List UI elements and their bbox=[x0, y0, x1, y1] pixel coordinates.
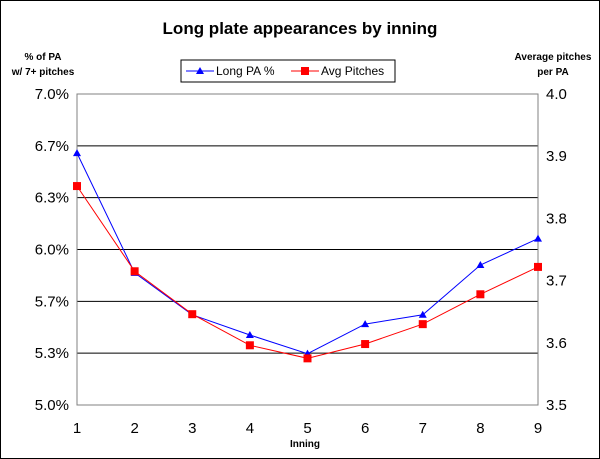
point-avg-pitches bbox=[73, 182, 81, 191]
point-avg-pitches bbox=[476, 290, 485, 299]
y-left-tick-label: 7.0% bbox=[35, 86, 69, 103]
x-tick-label: 1 bbox=[73, 420, 81, 437]
y-right-label-line1: Average pitches bbox=[515, 52, 592, 63]
x-tick-label: 7 bbox=[419, 420, 427, 437]
y-left-label-line2: w/ 7+ pitches bbox=[11, 67, 75, 78]
legend-triangle-marker bbox=[196, 67, 204, 74]
y-left-tick-label: 5.3% bbox=[35, 345, 69, 362]
chart-title: Long plate appearances by inning bbox=[163, 19, 438, 38]
x-tick-label: 6 bbox=[361, 420, 369, 437]
gridlines bbox=[77, 145, 538, 354]
legend-label-avg-pitches: Avg Pitches bbox=[321, 64, 384, 78]
y-right-label-line2: per PA bbox=[537, 67, 569, 78]
x-axis-label: Inning bbox=[290, 439, 320, 450]
y-right-tick-labels: 3.5 3.6 3.7 3.8 3.9 4.0 bbox=[546, 86, 567, 414]
legend-box bbox=[180, 59, 396, 83]
y-left-tick-label: 6.7% bbox=[35, 138, 69, 155]
x-tick-label: 9 bbox=[534, 420, 542, 437]
point-long-pa bbox=[73, 149, 81, 157]
x-tick-label: 4 bbox=[246, 420, 254, 437]
x-tick-labels: 1 2 3 4 5 6 7 8 9 bbox=[73, 420, 542, 437]
y-left-tick-labels: 5.0% 5.3% 5.7% 6.0% 6.3% 6.7% 7.0% bbox=[35, 86, 69, 414]
y-left-tick-label: 6.3% bbox=[35, 190, 69, 207]
legend-label-long-pa: Long PA % bbox=[216, 64, 275, 78]
legend: Long PA % Avg Pitches bbox=[180, 59, 396, 83]
y-right-tick-label: 3.9 bbox=[546, 148, 567, 165]
x-tick-label: 2 bbox=[130, 420, 138, 437]
y-right-tick-label: 4.0 bbox=[546, 86, 567, 103]
x-tick-label: 5 bbox=[303, 420, 311, 437]
point-long-pa bbox=[361, 320, 370, 328]
point-long-pa bbox=[245, 331, 254, 339]
point-avg-pitches bbox=[130, 267, 139, 276]
y-left-label-line1: % of PA bbox=[24, 52, 61, 63]
point-long-pa bbox=[418, 310, 427, 318]
series-line-long-pa bbox=[76, 152, 539, 355]
point-long-pa bbox=[476, 261, 485, 269]
point-avg-pitches bbox=[534, 262, 542, 271]
y-right-tick-label: 3.5 bbox=[546, 397, 567, 414]
point-long-pa bbox=[534, 234, 542, 242]
legend-square-marker bbox=[301, 67, 309, 75]
x-tick-label: 8 bbox=[476, 420, 484, 437]
point-avg-pitches bbox=[303, 354, 312, 363]
y-left-tick-label: 6.0% bbox=[35, 242, 69, 259]
y-right-tick-label: 3.7 bbox=[546, 273, 567, 290]
x-tick-label: 3 bbox=[188, 420, 196, 437]
y-left-tick-label: 5.7% bbox=[35, 293, 69, 310]
plot-area bbox=[76, 93, 539, 406]
series-layer bbox=[73, 149, 542, 363]
point-avg-pitches bbox=[361, 340, 370, 349]
point-avg-pitches bbox=[245, 341, 254, 350]
y-right-tick-label: 3.8 bbox=[546, 210, 567, 227]
y-right-tick-label: 3.6 bbox=[546, 335, 567, 352]
y-left-tick-label: 5.0% bbox=[35, 397, 69, 414]
point-avg-pitches bbox=[188, 310, 197, 319]
series-line-avg-pitches bbox=[76, 185, 539, 359]
point-avg-pitches bbox=[418, 320, 427, 329]
